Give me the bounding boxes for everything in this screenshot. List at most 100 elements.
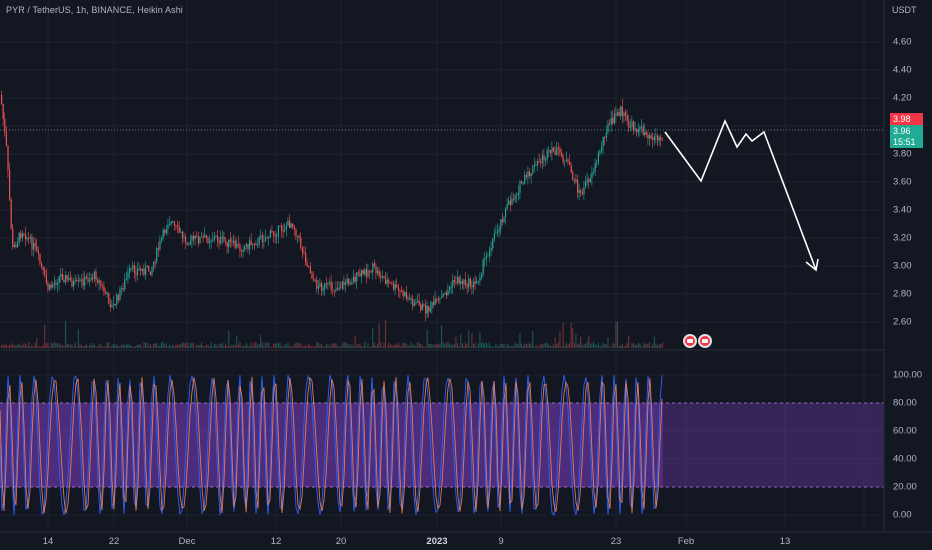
candle-body xyxy=(202,236,204,238)
volume-bar xyxy=(313,346,315,348)
candle-body xyxy=(473,281,475,288)
volume-bar xyxy=(661,342,663,348)
volume-bar xyxy=(279,343,281,348)
volume-bar xyxy=(506,343,508,348)
candle-body xyxy=(546,150,548,160)
candle-body xyxy=(89,280,91,282)
candle-body xyxy=(445,292,447,296)
volume-bar xyxy=(300,343,302,348)
candle-body xyxy=(578,190,580,193)
volume-bar xyxy=(575,334,577,348)
candle-body xyxy=(298,235,300,238)
event-flag-icon[interactable] xyxy=(683,334,697,348)
candle-body xyxy=(505,208,507,218)
candle-body xyxy=(351,282,353,285)
volume-bar xyxy=(513,346,515,348)
candle-body xyxy=(49,284,51,290)
volume-bar xyxy=(37,346,39,348)
volume-bar xyxy=(505,346,507,348)
volume-bar xyxy=(585,343,587,348)
event-flag-icon[interactable] xyxy=(698,334,712,348)
candle-body xyxy=(273,232,275,235)
volume-bar xyxy=(225,343,227,348)
volume-bar xyxy=(186,342,188,348)
candle-body xyxy=(433,302,435,305)
candle-body xyxy=(426,306,428,314)
volume-bar xyxy=(401,346,403,348)
candle-body xyxy=(290,223,292,228)
volume-bar xyxy=(417,342,419,348)
candle-body xyxy=(177,225,179,227)
candle-body xyxy=(212,239,214,241)
candle-body xyxy=(327,283,329,285)
volume-bar xyxy=(493,346,495,348)
volume-bars xyxy=(1,320,663,348)
volume-bar xyxy=(170,345,172,348)
candle-body xyxy=(561,152,563,157)
candle-body xyxy=(554,150,556,155)
volume-bar xyxy=(292,346,294,348)
volume-bar xyxy=(52,343,54,348)
volume-bar xyxy=(23,342,25,348)
volume-bar xyxy=(17,344,19,348)
price-unit-label[interactable]: USDT xyxy=(892,5,917,15)
candle-body xyxy=(401,290,403,292)
volume-bar xyxy=(551,345,553,348)
volume-bar xyxy=(461,343,463,348)
volume-bar xyxy=(449,343,451,348)
candle-body xyxy=(122,288,124,290)
volume-bar xyxy=(49,346,51,348)
candle-body xyxy=(229,239,231,242)
volume-bar xyxy=(535,344,537,348)
volume-bar xyxy=(349,345,351,348)
volume-bar xyxy=(399,345,401,348)
candle-body xyxy=(225,240,227,242)
candle-body xyxy=(261,235,263,243)
candle-body xyxy=(421,304,423,311)
candle-body xyxy=(415,302,417,304)
volume-bar xyxy=(548,344,550,348)
volume-bar xyxy=(68,344,70,348)
time-label: 14 xyxy=(42,536,54,547)
candle-body xyxy=(90,277,92,281)
candle-body xyxy=(45,274,47,283)
candle-body xyxy=(4,118,6,132)
volume-bar xyxy=(418,343,420,348)
volume-bar xyxy=(525,343,527,348)
candle-body xyxy=(343,281,345,285)
candle-body xyxy=(625,112,627,116)
candle-body xyxy=(305,252,307,263)
volume-bar xyxy=(273,343,275,348)
volume-bar xyxy=(487,345,489,348)
candle-body xyxy=(271,230,273,233)
symbol-title[interactable]: PYR / TetherUS, 1h, BINANCE, Heikin Ashi xyxy=(6,5,183,15)
volume-bar xyxy=(33,346,35,348)
candle-body xyxy=(548,150,550,152)
candle-body xyxy=(458,277,460,284)
candle-body xyxy=(1,95,3,105)
volume-bar xyxy=(495,343,497,348)
candle-body xyxy=(183,236,185,238)
candle-body xyxy=(138,268,140,270)
candle-body xyxy=(113,303,115,305)
volume-bar xyxy=(4,344,6,348)
candle-body xyxy=(228,239,230,247)
candle-body xyxy=(29,237,31,239)
candle-body xyxy=(100,280,102,286)
candle-body xyxy=(425,304,427,314)
volume-bar xyxy=(260,334,262,348)
candle-body xyxy=(657,135,659,141)
candle-body xyxy=(31,237,33,250)
volume-bar xyxy=(649,342,651,348)
candle-body xyxy=(34,243,36,246)
candle-body xyxy=(253,243,255,245)
volume-bar xyxy=(527,344,529,348)
volume-bar xyxy=(433,345,435,348)
candle-body xyxy=(332,289,334,291)
candle-body xyxy=(65,275,67,283)
volume-bar xyxy=(580,336,582,348)
candle-body xyxy=(159,240,161,250)
volume-bar xyxy=(89,345,91,348)
volume-bar xyxy=(612,342,614,348)
